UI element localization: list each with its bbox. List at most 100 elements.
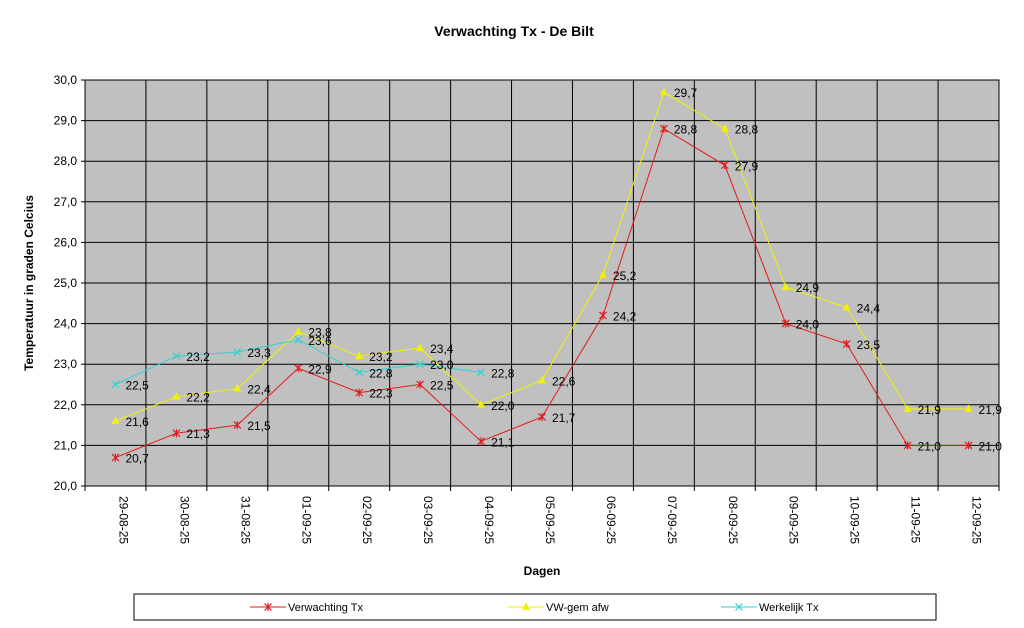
triangle-marker [538, 375, 546, 384]
data-label: 24,0 [796, 318, 820, 332]
legend-label: VW-gem afw [546, 602, 609, 614]
data-label: 21,5 [247, 419, 271, 433]
x-tick-label: 01-09-25 [299, 496, 313, 544]
star-marker [477, 437, 485, 446]
x-tick-label: 31-08-25 [238, 496, 252, 544]
series-vw-gem-afw [111, 87, 973, 425]
data-label: 23,2 [186, 350, 210, 364]
series-group [111, 87, 973, 462]
data-label: 21,0 [979, 439, 1003, 453]
x-tick-label: 30-08-25 [177, 496, 191, 544]
y-tick-label: 23,0 [54, 357, 78, 371]
data-label: 23,6 [308, 334, 332, 348]
triangle-marker [111, 416, 120, 425]
data-label: 23,3 [247, 346, 271, 360]
star-marker [781, 319, 790, 328]
x-tick-label: 07-09-25 [665, 496, 679, 544]
star-marker [659, 124, 668, 133]
x-tick-label: 10-09-25 [848, 496, 862, 544]
data-label: 21,6 [125, 415, 149, 429]
data-label: 24,4 [857, 301, 881, 315]
y-tick-label: 26,0 [54, 235, 78, 249]
data-label: 23,8 [308, 326, 332, 340]
x-tick-label: 02-09-25 [360, 496, 374, 544]
data-label: 23,2 [369, 350, 393, 364]
star-marker [538, 412, 546, 421]
data-label: 22,2 [186, 391, 210, 405]
x-tick-label: 03-09-25 [421, 496, 435, 544]
data-label: 22,8 [491, 366, 515, 380]
y-tick-label: 27,0 [54, 195, 78, 209]
y-tick-label: 22,0 [54, 398, 78, 412]
y-axis-title: Temperatuur in graden Celcius [22, 195, 36, 371]
triangle-marker [964, 404, 973, 412]
star-marker [355, 388, 364, 397]
y-tick-label: 28,0 [54, 154, 78, 168]
triangle-marker [720, 124, 729, 132]
data-label: 22,9 [308, 362, 332, 376]
legend-label: Verwachting Tx [288, 602, 364, 614]
y-tick-label: 24,0 [54, 317, 78, 331]
x-axis-title: Dagen [524, 564, 561, 578]
series-werkelijk-tx [111, 335, 485, 389]
data-label: 21,0 [918, 439, 942, 453]
data-label: 29,7 [674, 86, 698, 100]
triangle-marker [903, 404, 912, 412]
star-marker [720, 161, 729, 170]
data-label: 21,1 [491, 435, 515, 449]
triangle-marker [781, 282, 790, 291]
y-tick-label: 29,0 [54, 114, 78, 128]
data-label: 22,4 [247, 383, 271, 397]
x-marker [111, 380, 120, 389]
star-marker [294, 364, 303, 373]
data-label: 22,0 [491, 399, 515, 413]
y-tick-label: 25,0 [54, 276, 78, 290]
data-label: 23,5 [857, 338, 881, 352]
triangle-marker [172, 392, 181, 400]
data-label: 22,5 [125, 379, 149, 393]
x-marker [294, 335, 303, 344]
y-tick-label: 21,0 [54, 438, 78, 452]
star-marker [416, 380, 425, 389]
x-tick-label: 08-09-25 [726, 496, 740, 544]
data-label: 24,9 [796, 281, 820, 295]
star-marker [599, 311, 607, 320]
triangle-marker [233, 384, 242, 392]
legend-items: Verwachting Tx VW-gem afw Werkelijk Tx [250, 602, 819, 614]
chart-title: Verwachting Tx - De Bilt [434, 23, 594, 39]
data-label: 20,7 [125, 452, 149, 466]
gridlines [85, 80, 999, 486]
legend-label: Werkelijk Tx [759, 602, 819, 614]
x-tick-label: 11-09-25 [909, 496, 923, 543]
x-tick-label: 09-09-25 [787, 496, 801, 544]
x-marker [355, 368, 364, 377]
star-marker [903, 441, 912, 450]
data-label: 23,0 [430, 358, 454, 372]
data-label: 21,7 [552, 411, 576, 425]
star-marker [964, 441, 973, 450]
data-label: 21,3 [186, 427, 210, 441]
triangle-marker [598, 270, 607, 278]
triangle-marker [522, 602, 530, 610]
data-label: 21,9 [918, 403, 942, 417]
data-label: 22,3 [369, 387, 393, 401]
data-label: 23,4 [430, 342, 454, 356]
x-tick-label: 05-09-25 [543, 496, 557, 544]
triangle-marker [842, 302, 851, 311]
triangle-marker [659, 87, 668, 96]
x-tick-label: 06-09-25 [604, 496, 618, 544]
triangle-marker [416, 343, 425, 351]
x-marker [735, 603, 743, 611]
star-marker [233, 421, 242, 430]
triangle-marker [355, 351, 364, 360]
y-axis-ticks: 20,0 21,0 22,0 23,0 24,0 25,0 26,0 27,0 28,0 29,0… [54, 73, 85, 493]
y-tick-label: 30,0 [54, 73, 78, 87]
data-label: 25,2 [613, 269, 637, 283]
data-label: 24,2 [613, 309, 637, 323]
x-marker [233, 348, 242, 356]
data-label: 27,9 [735, 159, 759, 173]
triangle-marker [294, 327, 303, 335]
x-tick-label: 04-09-25 [482, 496, 496, 544]
data-label: 22,8 [369, 366, 393, 380]
